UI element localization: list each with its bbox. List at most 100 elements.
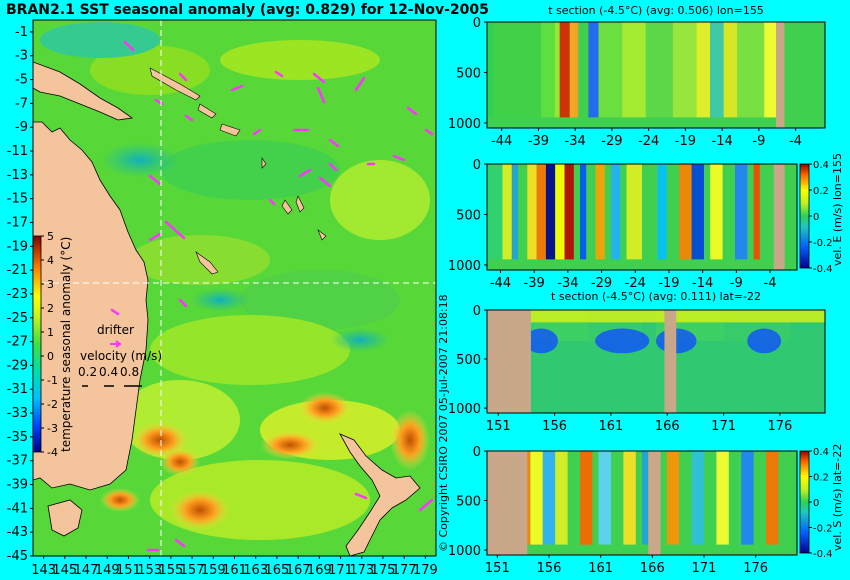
section-x-tick-label: -39 bbox=[524, 276, 545, 291]
section-band bbox=[766, 451, 779, 545]
map-colorbar-tick-label: 4 bbox=[47, 254, 54, 267]
section-y-tick-label: 0 bbox=[473, 16, 481, 31]
map-x-tick-label: 157 bbox=[180, 563, 205, 578]
section-land bbox=[487, 310, 531, 413]
map-y-tick-label: -17 bbox=[7, 215, 28, 230]
drifter-label: drifter bbox=[97, 323, 134, 337]
section-band bbox=[598, 451, 611, 545]
section-band bbox=[716, 451, 729, 545]
section-colorbar-label: vel. S (m/s) lat=-22 bbox=[831, 444, 844, 551]
section-colorbar-tick-label: -0.4 bbox=[813, 549, 833, 560]
section-colorbar-tick-label: 0.2 bbox=[813, 473, 829, 484]
section-band bbox=[710, 22, 724, 118]
map-x-tick-label: 161 bbox=[222, 563, 247, 578]
map-x-tick-label: 165 bbox=[265, 563, 290, 578]
map-y-tick-label: -15 bbox=[7, 192, 28, 207]
section-frame bbox=[486, 21, 826, 129]
section-cold-core bbox=[524, 328, 558, 354]
section-y-tick-label: 0 bbox=[473, 304, 481, 319]
section-band bbox=[493, 22, 542, 118]
section-frame bbox=[486, 309, 826, 414]
velocity-tick-1: 0.4 bbox=[99, 365, 118, 379]
section-panel-2: 0 500 1000 -44 -39 -34 -29 -24 -19 -14 -9 -4 0.4 0.2 0… bbox=[448, 153, 844, 291]
australia-land bbox=[33, 121, 149, 491]
map-x-tick-label: 155 bbox=[158, 563, 183, 578]
drifter-legend-arrow bbox=[110, 340, 122, 348]
section-x-tick-label: -34 bbox=[565, 134, 586, 149]
map-x-tick-label: 153 bbox=[137, 563, 162, 578]
section-colorbar-tick-label: 0 bbox=[813, 498, 819, 509]
section-x-tick-label: 166 bbox=[640, 561, 665, 576]
map-colorbar-tick-label: 0 bbox=[47, 350, 54, 363]
map-plot bbox=[33, 20, 436, 556]
section-x-tick-label: 176 bbox=[768, 419, 793, 434]
section-band bbox=[753, 164, 760, 260]
section-x-tick-label: 171 bbox=[711, 419, 736, 434]
section-x-tick-label: -24 bbox=[625, 276, 646, 291]
map-x-tick-label: 175 bbox=[371, 563, 396, 578]
map-colorbar-tick-label: 5 bbox=[47, 230, 54, 243]
section-x-tick-label: -9 bbox=[752, 134, 765, 149]
map-colorbar-tick-label: -4 bbox=[47, 446, 58, 459]
section-band bbox=[536, 164, 546, 260]
section-colorbar-label: vel. E (m/s) lon=155 bbox=[831, 153, 844, 266]
section-x-tick-label: -29 bbox=[591, 276, 612, 291]
map-y-tick-label: -27 bbox=[7, 335, 28, 350]
section-y-tick-label: 0 bbox=[473, 445, 481, 460]
section-y-tick-label: 1000 bbox=[448, 259, 481, 274]
section-x-tick-label: -4 bbox=[789, 134, 802, 149]
section-colorbar-tick-label: 0.2 bbox=[813, 186, 829, 197]
map-x-tick-label: 177 bbox=[392, 563, 417, 578]
map-y-tick-label: -35 bbox=[7, 430, 28, 445]
section-x-tick-label: 166 bbox=[655, 419, 680, 434]
section-y-tick-label: 1000 bbox=[448, 117, 481, 132]
map-y-tick-label: -9 bbox=[15, 120, 28, 135]
section-y-tick-label: 0 bbox=[473, 158, 481, 173]
section-colorbar bbox=[799, 450, 810, 554]
section-band bbox=[502, 164, 512, 260]
section-x-tick-label: -9 bbox=[730, 276, 743, 291]
map-x-tick-label: 151 bbox=[116, 563, 141, 578]
section-x-tick-label: 161 bbox=[588, 561, 613, 576]
section-band bbox=[645, 22, 673, 118]
map-y-tick-label: -25 bbox=[7, 311, 28, 326]
section-land bbox=[664, 310, 677, 413]
map-colorbar-tick-label: -2 bbox=[47, 398, 58, 411]
section-band bbox=[696, 22, 711, 118]
section-panel-4: 0 500 1000 151 156 161 166 171 176 0.4 0.2 0 -0.2 -0.… bbox=[448, 444, 844, 576]
section-band bbox=[622, 22, 646, 118]
section-x-tick-label: -39 bbox=[528, 134, 549, 149]
section-y-tick-label: 1000 bbox=[448, 402, 481, 417]
section-x-tick-label: 171 bbox=[692, 561, 717, 576]
copyright-text: © Copyright CSIRO 2007 05-Jul-2007 21:08… bbox=[437, 294, 450, 552]
map-colorbar-tick-label: 2 bbox=[47, 302, 54, 315]
map-y-ticks: -1 -3 -5 -7 -9 -11 -13 -15 -17 -19 -21 -23 -25 -27 -29… bbox=[7, 25, 33, 564]
velocity-tick-0: 0.2 bbox=[78, 365, 97, 379]
map-colorbar-tick-label: 3 bbox=[47, 278, 54, 291]
section-land bbox=[773, 164, 785, 270]
section-frame bbox=[486, 163, 798, 271]
velocity-tick-2: 0.8 bbox=[120, 365, 139, 379]
section-band bbox=[559, 22, 570, 118]
section-band bbox=[598, 22, 623, 118]
section-band bbox=[527, 164, 537, 260]
tasmania-land bbox=[47, 499, 83, 537]
section-y-tick-label: 500 bbox=[456, 66, 481, 81]
velocity-label: velocity (m/s) bbox=[80, 349, 162, 363]
section-band bbox=[623, 451, 636, 545]
section-band bbox=[723, 22, 738, 118]
section-x-tick-label: -24 bbox=[638, 134, 659, 149]
section-band bbox=[611, 164, 621, 260]
map-legend: drifter velocity (m/s) 0.2 0.4 0.8 bbox=[78, 323, 162, 387]
map-x-tick-label: 173 bbox=[349, 563, 374, 578]
map-colorbar-tick-label: -1 bbox=[47, 374, 58, 387]
section-band bbox=[672, 22, 697, 118]
map-y-tick-label: -21 bbox=[7, 263, 28, 278]
section-cold-core bbox=[595, 328, 650, 354]
map-x-tick-label: 149 bbox=[95, 563, 120, 578]
map-y-tick-label: -1 bbox=[15, 25, 28, 40]
section-x-tick-label: -14 bbox=[712, 134, 733, 149]
map-y-tick-label: -37 bbox=[7, 454, 28, 469]
map-x-tick-label: 159 bbox=[201, 563, 226, 578]
section-y-tick-label: 500 bbox=[456, 495, 481, 510]
